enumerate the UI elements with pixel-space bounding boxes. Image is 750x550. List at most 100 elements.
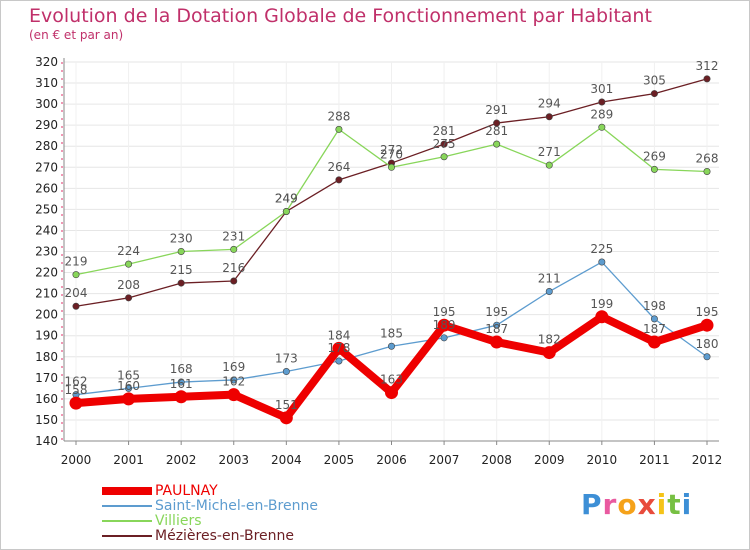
data-point: [493, 321, 501, 329]
x-tick-label: 2011: [639, 453, 670, 467]
data-label: 182: [538, 333, 561, 347]
data-point: [387, 342, 395, 350]
data-label: 151: [275, 398, 298, 412]
data-label: 160: [117, 379, 140, 393]
data-label: 291: [485, 103, 508, 117]
x-tick-label: 2001: [113, 453, 144, 467]
data-point: [332, 341, 346, 355]
data-point: [490, 335, 504, 349]
data-point: [545, 288, 553, 296]
data-label: 195: [696, 305, 719, 319]
data-label: 180: [696, 337, 719, 351]
data-point: [230, 277, 238, 285]
data-label: 225: [590, 242, 613, 256]
logo-letter: P: [581, 488, 603, 521]
data-point: [440, 140, 448, 148]
x-tick-label: 2012: [692, 453, 723, 467]
y-tick-label: 140: [35, 434, 58, 448]
data-point: [437, 318, 451, 332]
logo-letter: x: [637, 488, 657, 521]
data-point: [700, 318, 714, 332]
data-point: [335, 176, 343, 184]
data-label: 231: [222, 229, 245, 243]
legend-label: Villiers: [155, 513, 202, 529]
data-point: [72, 302, 80, 310]
data-label: 281: [485, 124, 508, 138]
chart-subtitle: (en € et par an): [29, 28, 124, 42]
y-tick-label: 300: [35, 97, 58, 111]
y-tick-label: 170: [35, 371, 58, 385]
data-point: [125, 294, 133, 302]
data-point: [493, 140, 501, 148]
x-tick-label: 2003: [218, 453, 249, 467]
logo-letter: o: [617, 488, 638, 521]
y-tick-label: 260: [35, 181, 58, 195]
data-point: [493, 119, 501, 127]
data-point: [545, 113, 553, 121]
data-point: [542, 346, 556, 360]
y-tick-label: 230: [35, 245, 58, 259]
data-point: [174, 390, 188, 404]
data-point: [69, 396, 83, 410]
data-point: [650, 165, 658, 173]
x-tick-label: 2007: [429, 453, 460, 467]
data-point: [703, 75, 711, 83]
data-label: 187: [643, 322, 666, 336]
data-point: [598, 123, 606, 131]
data-point: [598, 98, 606, 106]
data-point: [125, 260, 133, 268]
data-label: 163: [380, 373, 403, 387]
data-point: [279, 411, 293, 425]
logo-letter: t: [667, 488, 682, 521]
y-tick-label: 290: [35, 118, 58, 132]
legend-swatch: [102, 535, 152, 537]
data-label: 187: [485, 322, 508, 336]
data-label: 158: [65, 383, 88, 397]
data-label: 165: [117, 368, 140, 382]
x-tick-label: 2009: [534, 453, 565, 467]
data-label: 184: [327, 328, 350, 342]
y-tick-label: 150: [35, 413, 58, 427]
data-label: 305: [643, 74, 666, 88]
chart-title: Evolution de la Dotation Globale de Fonc…: [29, 5, 652, 27]
y-tick-label: 190: [35, 329, 58, 343]
data-label: 199: [590, 297, 613, 311]
data-label: 198: [643, 299, 666, 313]
data-label: 185: [380, 326, 403, 340]
data-point: [125, 384, 133, 392]
data-label: 288: [327, 109, 350, 123]
data-label: 168: [170, 362, 193, 376]
data-point: [230, 245, 238, 253]
data-label: 178: [327, 341, 350, 355]
data-label: 215: [170, 263, 193, 277]
data-point: [335, 125, 343, 133]
data-point: [595, 310, 609, 324]
x-tick-label: 2010: [587, 453, 618, 467]
data-label: 195: [433, 305, 456, 319]
y-tick-label: 160: [35, 392, 58, 406]
data-label: 312: [696, 59, 719, 73]
data-point: [545, 161, 553, 169]
data-label: 281: [433, 124, 456, 138]
data-point: [282, 368, 290, 376]
data-point: [703, 167, 711, 175]
data-point: [387, 163, 395, 171]
data-point: [335, 357, 343, 365]
data-label: 269: [643, 149, 666, 163]
data-label: 189: [433, 318, 456, 332]
data-point: [177, 378, 185, 386]
data-point: [647, 335, 661, 349]
data-label: 268: [696, 151, 719, 165]
x-tick-label: 2004: [271, 453, 302, 467]
data-label: 272: [380, 143, 403, 157]
x-tick-label: 2006: [376, 453, 407, 467]
brand-logo: Proxiti: [581, 488, 692, 521]
y-tick-label: 200: [35, 308, 58, 322]
y-tick-label: 220: [35, 266, 58, 280]
data-point: [177, 248, 185, 256]
data-point: [440, 334, 448, 342]
data-point: [282, 207, 290, 215]
data-point: [703, 353, 711, 361]
data-point: [230, 376, 238, 384]
